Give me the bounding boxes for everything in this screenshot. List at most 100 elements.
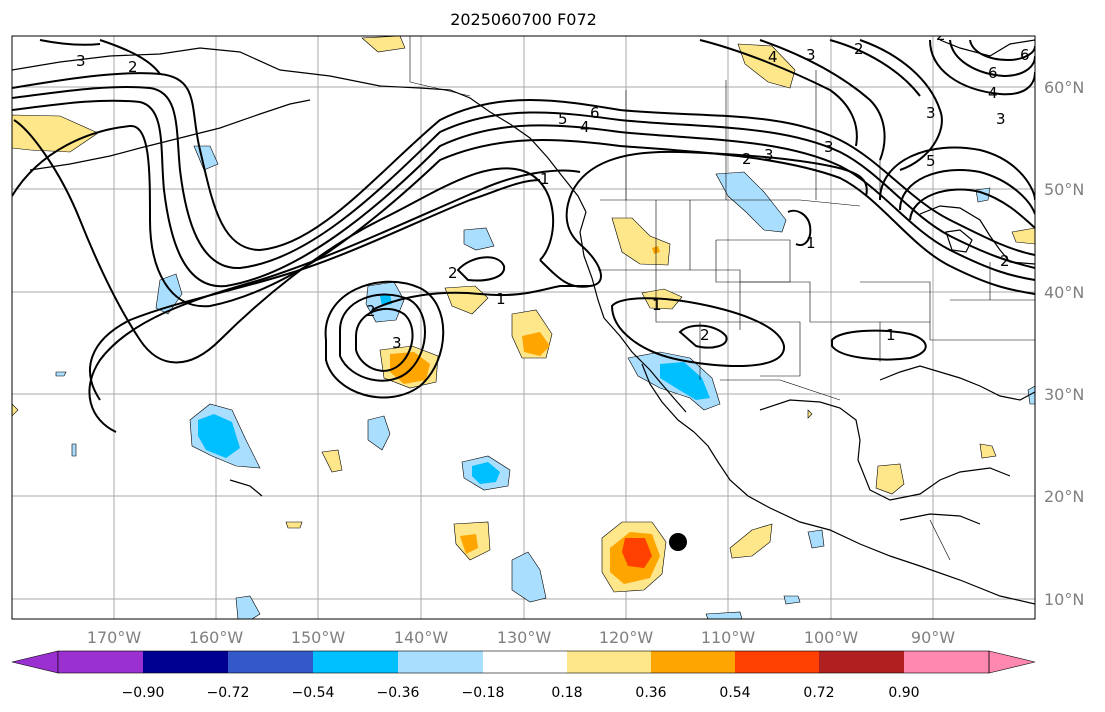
colorbar-tick-label: −0.36 xyxy=(377,685,420,701)
contour-labels: 3 2 6 5 4 2 3 2 4 3 2 6 4 3 3 3 5 2 1 2 … xyxy=(76,26,1030,352)
contour-label: 4 xyxy=(580,118,590,136)
anomaly-positive-region xyxy=(361,36,406,53)
lon-label: 110°W xyxy=(701,628,756,647)
anomaly-negative-region xyxy=(155,273,183,315)
colorbar-bin xyxy=(735,651,819,673)
lon-label: 150°W xyxy=(291,628,346,647)
anomaly-positive-region xyxy=(737,43,796,89)
anomaly-negative-region xyxy=(71,443,77,457)
anomaly-negative-region xyxy=(463,227,495,251)
colorbar-bin xyxy=(228,651,313,673)
colorbar: −0.90 −0.72 −0.54 −0.36 −0.18 0.18 0.36 … xyxy=(11,650,1036,701)
anomaly-negative-region xyxy=(1027,385,1035,405)
colorbar-tick-label: −0.72 xyxy=(207,685,250,701)
colorbar-tick-label: 0.18 xyxy=(551,685,582,701)
colorbar-tick-label: 0.72 xyxy=(803,685,834,701)
contour-label: 3 xyxy=(824,138,834,156)
contour-label: 5 xyxy=(926,152,936,170)
anomaly-negative-region xyxy=(367,415,391,451)
lat-label: 10°N xyxy=(1044,590,1084,609)
anomaly-positive-region xyxy=(875,463,905,495)
contour-label: 5 xyxy=(558,110,568,128)
anomaly-positive-region xyxy=(12,114,99,153)
colorbar-max-extension xyxy=(988,650,1036,674)
colorbar-tick-label: −0.18 xyxy=(462,685,505,701)
contour-label: 4 xyxy=(988,84,998,102)
anomaly-positive-region xyxy=(979,443,997,459)
coastlines xyxy=(12,39,1035,605)
contour-label: 2 xyxy=(854,40,864,58)
anomaly-negative-region xyxy=(660,362,710,400)
contour-label: 1 xyxy=(496,290,506,308)
colorbar-bin xyxy=(398,651,483,673)
contour-label: 1 xyxy=(886,326,896,344)
political-boundaries xyxy=(409,36,1035,561)
anomaly-positive-region xyxy=(460,534,478,554)
contour-label: 2 xyxy=(742,150,752,168)
colorbar-tick-label: 0.54 xyxy=(719,685,750,701)
gridlines xyxy=(12,36,1035,619)
contour-label: 2 xyxy=(936,26,946,44)
storm-position-marker xyxy=(669,533,687,551)
anomaly-positive-region xyxy=(522,332,550,356)
anomaly-positive-region xyxy=(321,449,343,473)
anomaly-positive-region xyxy=(285,521,303,529)
contour-lines xyxy=(12,39,1035,433)
anomaly-positive-region xyxy=(12,403,19,417)
contour-label: 6 xyxy=(590,104,600,122)
contour-label: 6 xyxy=(988,64,998,82)
lon-label: 100°W xyxy=(804,628,859,647)
contour-label: 3 xyxy=(764,146,774,164)
colorbar-tick-label: 0.36 xyxy=(635,685,666,701)
contour-label: 2 xyxy=(448,264,458,282)
contour-label: 3 xyxy=(926,104,936,122)
anomaly-negative-region xyxy=(807,529,825,549)
lat-label: 40°N xyxy=(1044,283,1084,302)
anomaly-negative-region xyxy=(198,414,240,458)
shaded-anomalies xyxy=(12,36,1035,619)
colorbar-bin xyxy=(567,651,651,673)
contour-label: 1 xyxy=(806,234,816,252)
colorbar-border xyxy=(57,650,990,674)
anomaly-negative-region xyxy=(472,462,500,484)
anomaly-negative-region xyxy=(55,371,67,377)
lat-label: 30°N xyxy=(1044,385,1084,404)
contour-label: 3 xyxy=(392,334,402,352)
map-title: 2025060700 F072 xyxy=(450,10,597,29)
anomaly-negative-region xyxy=(783,595,801,605)
colorbar-bin xyxy=(58,651,143,673)
lon-label: 130°W xyxy=(497,628,552,647)
anomaly-positive-region xyxy=(1011,227,1035,245)
anomaly-negative-region xyxy=(511,551,547,603)
lat-label: 20°N xyxy=(1044,487,1084,506)
colorbar-tick-label: −0.90 xyxy=(122,685,165,701)
contour-label: 2 xyxy=(366,302,376,320)
contour-label: 1 xyxy=(652,296,662,314)
lon-label: 90°W xyxy=(911,628,955,647)
anomaly-negative-region xyxy=(715,171,787,233)
contour-label: 6 xyxy=(1020,46,1030,64)
contour-label: 3 xyxy=(806,46,816,64)
colorbar-tick-label: 0.90 xyxy=(888,685,919,701)
lon-label: 160°W xyxy=(189,628,244,647)
contour-label: 3 xyxy=(996,110,1006,128)
lon-label: 170°W xyxy=(87,628,142,647)
anomaly-positive-region xyxy=(729,523,773,559)
lat-label: 50°N xyxy=(1044,180,1084,199)
colorbar-bin xyxy=(483,651,567,673)
contour-label: 1 xyxy=(540,170,550,188)
colorbar-bin xyxy=(143,651,228,673)
anomaly-negative-region xyxy=(235,595,261,619)
contour-label: 2 xyxy=(700,326,710,344)
lon-label: 120°W xyxy=(599,628,654,647)
lat-label: 60°N xyxy=(1044,78,1084,97)
colorbar-bin xyxy=(819,651,904,673)
map-border xyxy=(11,35,1036,620)
contour-label: 4 xyxy=(768,48,778,66)
contour-label: 2 xyxy=(128,58,138,76)
latitude-labels: 60°N 50°N 40°N 30°N 20°N 10°N xyxy=(1044,78,1084,609)
colorbar-bin xyxy=(313,651,398,673)
colorbar-tick-label: −0.54 xyxy=(292,685,335,701)
anomaly-negative-region xyxy=(705,611,743,619)
